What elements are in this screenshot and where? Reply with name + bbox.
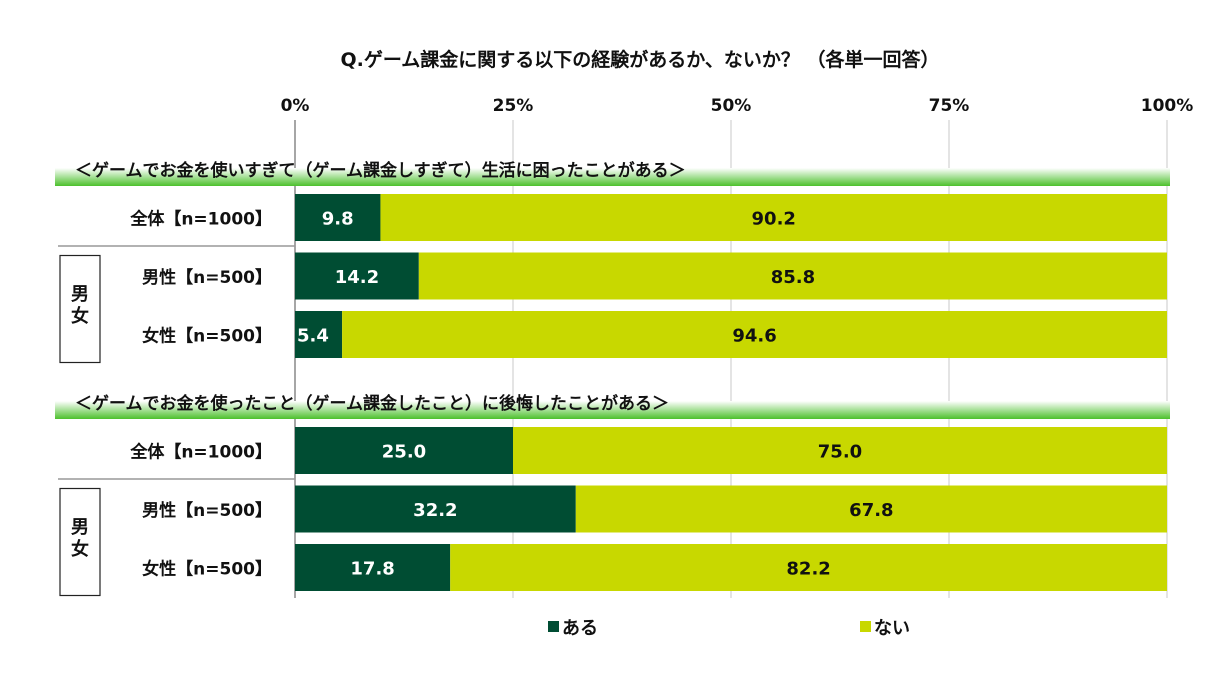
bar-nai bbox=[342, 311, 1167, 358]
group-box bbox=[59, 487, 101, 597]
section-header-band bbox=[55, 401, 1170, 419]
section-header-band bbox=[55, 168, 1170, 186]
x-tick-label: 100% bbox=[1141, 96, 1194, 116]
bar-aru bbox=[295, 427, 513, 474]
bar-nai bbox=[380, 194, 1167, 241]
section-title: ＜ゲームでお金を使ったこと（ゲーム課金したこと）に後悔したことがある＞ bbox=[75, 393, 669, 414]
bar-aru bbox=[295, 252, 419, 300]
bar-nai bbox=[575, 485, 1167, 533]
bar-aru bbox=[295, 311, 343, 358]
x-tick-label: 50% bbox=[711, 96, 752, 116]
chart-title: Q.ゲーム課金に関する以下の経験があるか、ないか？ （各単一回答） bbox=[340, 48, 939, 71]
legend-swatch bbox=[548, 621, 559, 632]
group-label: 女 bbox=[71, 305, 89, 327]
data-label: 90.2 bbox=[752, 209, 796, 230]
data-label: 94.6 bbox=[732, 326, 776, 347]
x-tick-label: 25% bbox=[493, 96, 534, 116]
data-label: 75.0 bbox=[818, 442, 862, 463]
data-label: 5.4 bbox=[297, 326, 329, 347]
group-label: 男 bbox=[71, 284, 89, 305]
bar-aru bbox=[295, 194, 381, 241]
section-title: ＜ゲームでお金を使いすぎて（ゲーム課金しすぎて）生活に困ったことがある＞ bbox=[75, 160, 686, 181]
group-label: 女 bbox=[71, 538, 89, 560]
data-label: 17.8 bbox=[350, 559, 394, 580]
data-label: 67.8 bbox=[849, 500, 893, 521]
bar-nai bbox=[513, 427, 1167, 474]
bar-aru bbox=[295, 544, 451, 591]
legend-label: ない bbox=[874, 618, 910, 639]
row-label: 女性【n=500】 bbox=[142, 559, 272, 580]
group-label: 男 bbox=[71, 517, 89, 538]
bar-nai bbox=[418, 252, 1168, 300]
bar-aru bbox=[295, 485, 576, 533]
row-label: 男性【n=500】 bbox=[142, 500, 272, 521]
data-label: 82.2 bbox=[786, 559, 830, 580]
data-label: 14.2 bbox=[335, 267, 379, 288]
legend-swatch bbox=[860, 621, 871, 632]
data-label: 25.0 bbox=[382, 442, 426, 463]
row-label: 全体【n=1000】 bbox=[129, 442, 272, 463]
row-label: 女性【n=500】 bbox=[142, 326, 272, 347]
row-label: 男性【n=500】 bbox=[142, 267, 272, 288]
x-tick-label: 0% bbox=[281, 96, 310, 116]
group-box bbox=[59, 254, 101, 364]
row-label: 全体【n=1000】 bbox=[129, 209, 272, 230]
data-label: 9.8 bbox=[322, 209, 354, 230]
bar-nai bbox=[450, 544, 1167, 591]
data-label: 85.8 bbox=[771, 267, 815, 288]
data-label: 32.2 bbox=[413, 500, 457, 521]
legend-label: ある bbox=[562, 618, 598, 639]
x-tick-label: 75% bbox=[929, 96, 970, 116]
